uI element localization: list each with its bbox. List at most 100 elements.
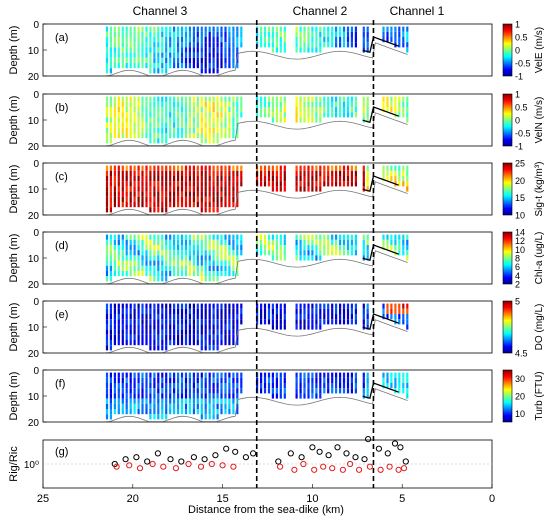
heatmap-cell — [177, 31, 180, 37]
heatmap-cell — [169, 372, 172, 378]
heatmap-cell — [307, 234, 310, 240]
heatmap-cell — [180, 122, 184, 128]
heatmap-cell — [327, 112, 330, 118]
heatmap-cell — [125, 329, 128, 335]
heatmap-cell — [295, 31, 298, 37]
heatmap-cell — [224, 271, 227, 277]
heatmap-cell — [113, 176, 116, 182]
heatmap-cell — [208, 117, 211, 123]
heatmap-cell — [184, 101, 188, 107]
heatmap-cell — [184, 31, 188, 37]
heatmap-cell — [339, 388, 342, 394]
heatmap-cell — [180, 181, 184, 187]
heatmap-cell — [188, 57, 191, 63]
heatmap-cell — [149, 319, 152, 325]
heatmap-cell — [204, 255, 207, 261]
heatmap-cell — [263, 308, 267, 314]
heatmap-cell — [184, 308, 188, 314]
heatmap-cell — [327, 26, 330, 32]
heatmap-cell — [263, 383, 267, 389]
heatmap-cell — [283, 234, 286, 240]
heatmap-cell — [216, 245, 219, 251]
heatmap-cell — [299, 37, 302, 43]
heatmap-cell — [125, 186, 128, 192]
heatmap-cell — [149, 245, 152, 251]
heatmap-cell — [141, 329, 144, 335]
heatmap-cell — [204, 207, 207, 213]
heatmap-cell — [204, 52, 207, 58]
heatmap-cell — [180, 31, 184, 37]
heatmap-cell — [295, 319, 298, 325]
heatmap-cell — [125, 334, 128, 340]
heatmap-cell — [311, 26, 314, 32]
heatmap-cell — [362, 37, 365, 43]
heatmap-cell — [157, 112, 160, 118]
heatmap-cell — [283, 314, 286, 320]
heatmap-cell — [177, 133, 180, 139]
heatmap-cell — [260, 96, 263, 102]
heatmap-cell — [129, 196, 132, 202]
heatmap-cell — [394, 372, 397, 378]
heatmap-cell — [165, 239, 168, 245]
data-point — [160, 463, 167, 470]
heatmap-cell — [232, 329, 235, 335]
heatmap-cell — [208, 138, 211, 144]
heatmap-cell — [220, 303, 223, 309]
heatmap-cell — [354, 245, 357, 251]
heatmap-cell — [133, 31, 136, 37]
heatmap-cell — [180, 255, 184, 261]
heatmap-cell — [196, 26, 199, 32]
heatmap-cell — [299, 234, 302, 240]
heatmap-cell — [208, 52, 211, 58]
heatmap-cell — [390, 170, 393, 176]
heatmap-cell — [153, 345, 156, 351]
heatmap-cell — [283, 388, 286, 394]
heatmap-cell — [279, 372, 282, 378]
heatmap-cell — [165, 191, 168, 197]
heatmap-cell — [184, 329, 188, 335]
heatmap-cell — [224, 340, 227, 346]
heatmap-cell — [153, 202, 156, 208]
heatmap-cell — [141, 176, 144, 182]
heatmap-cell — [402, 245, 405, 251]
data-point — [144, 458, 151, 465]
heatmap-cell — [260, 26, 263, 32]
heatmap-cell — [224, 26, 227, 32]
heatmap-cell — [303, 101, 306, 107]
heatmap-cell — [192, 329, 195, 335]
heatmap-cell — [350, 383, 353, 389]
heatmap-cell — [335, 181, 338, 187]
heatmap-cell — [208, 409, 211, 415]
heatmap-cell — [184, 191, 188, 197]
heatmap-cell — [216, 127, 219, 133]
heatmap-cell — [346, 101, 350, 107]
heatmap-cell — [208, 334, 211, 340]
heatmap-cell — [125, 308, 128, 314]
heatmap-cell — [390, 377, 393, 383]
heatmap-cell — [212, 271, 215, 277]
heatmap-cell — [295, 186, 298, 192]
heatmap-cell — [208, 191, 211, 197]
heatmap-cell — [406, 112, 409, 118]
heatmap-cell — [173, 250, 176, 256]
heatmap-cell — [149, 314, 152, 320]
heatmap-cell — [137, 26, 140, 32]
heatmap-cell — [315, 234, 318, 240]
heatmap-cell — [323, 388, 326, 394]
heatmap-cell — [216, 181, 219, 187]
heatmap-cell — [165, 37, 168, 43]
heatmap-cell — [165, 170, 168, 176]
heatmap-cell — [165, 308, 168, 314]
heatmap-cell — [307, 303, 310, 309]
heatmap-cell — [200, 340, 203, 346]
heatmap-cell — [220, 383, 223, 389]
heatmap-cell — [192, 122, 195, 128]
heatmap-cell — [394, 165, 397, 171]
heatmap-cell — [133, 234, 136, 240]
heatmap-cell — [295, 47, 298, 53]
heatmap-cell — [204, 334, 207, 340]
heatmap-cell — [157, 101, 160, 107]
heatmap-cell — [208, 47, 211, 53]
heatmap-cell — [319, 170, 322, 176]
heatmap-cell — [109, 234, 112, 240]
